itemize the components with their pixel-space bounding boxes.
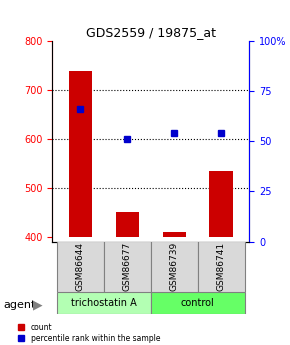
Text: GSM86739: GSM86739 — [170, 242, 179, 291]
Bar — [162, 232, 186, 237]
Bar — [116, 212, 139, 237]
Text: GSM86644: GSM86644 — [76, 242, 85, 291]
Title: GDS2559 / 19875_at: GDS2559 / 19875_at — [86, 26, 216, 39]
Text: ▶: ▶ — [33, 299, 43, 312]
Text: GSM86677: GSM86677 — [123, 242, 132, 291]
Text: control: control — [181, 298, 215, 308]
Legend: count, percentile rank within the sample: count, percentile rank within the sample — [18, 323, 160, 343]
FancyBboxPatch shape — [151, 241, 198, 292]
Text: trichostatin A: trichostatin A — [71, 298, 137, 308]
Text: agent: agent — [3, 300, 35, 310]
FancyBboxPatch shape — [151, 292, 245, 314]
Bar — [69, 71, 92, 237]
Bar — [209, 171, 233, 237]
FancyBboxPatch shape — [57, 292, 151, 314]
FancyBboxPatch shape — [198, 241, 245, 292]
Text: GSM86741: GSM86741 — [217, 242, 226, 291]
FancyBboxPatch shape — [104, 241, 151, 292]
FancyBboxPatch shape — [57, 241, 104, 292]
